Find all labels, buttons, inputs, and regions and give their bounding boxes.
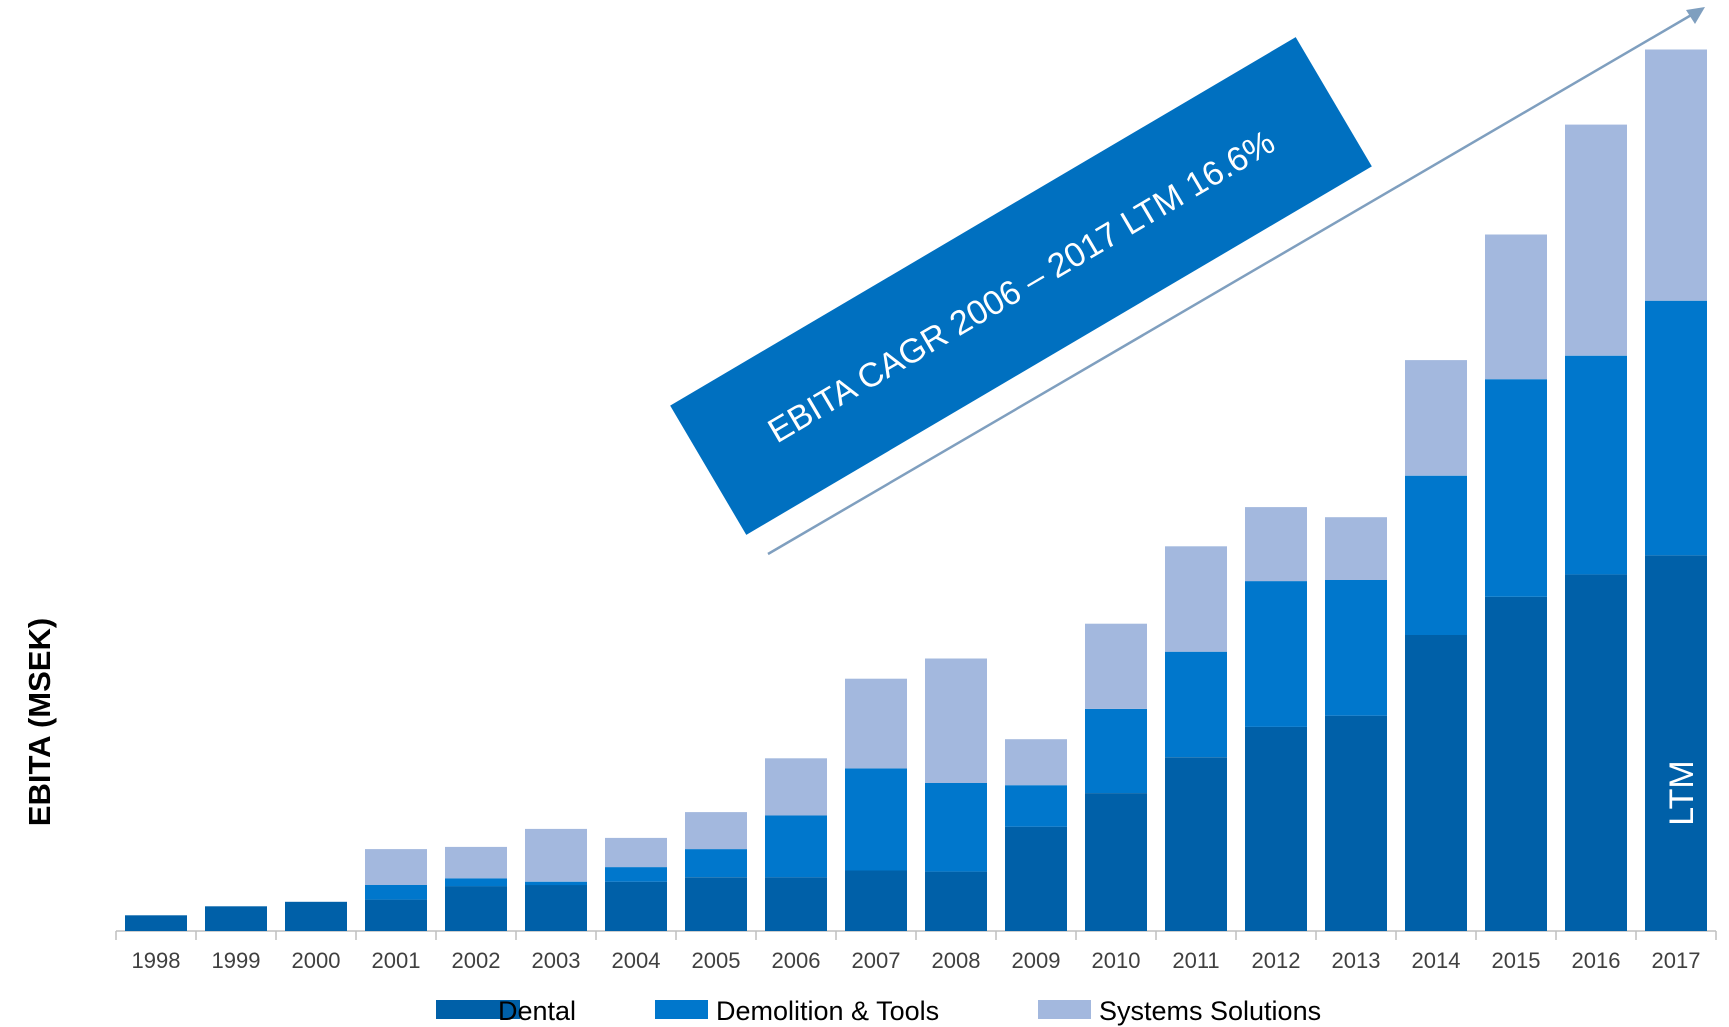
bar-systems-solutions-2013 [1325, 517, 1387, 580]
bar-dental-2009 [1005, 826, 1067, 931]
bar-demolition-tools-2015 [1485, 379, 1547, 597]
x-tick-label-2005: 2005 [692, 948, 741, 973]
bar-dental-2015 [1485, 596, 1547, 931]
bar-systems-solutions-2014 [1405, 360, 1467, 476]
bar-demolition-tools-2013 [1325, 580, 1387, 716]
bar-systems-solutions-2004 [605, 837, 667, 868]
bar-systems-solutions-2003 [525, 828, 587, 882]
bar-dental-2013 [1325, 715, 1387, 931]
bar-systems-solutions-2016 [1565, 124, 1627, 356]
bar-demolition-tools-2003 [525, 881, 587, 886]
x-tick-label-2009: 2009 [1012, 948, 1061, 973]
bar-dental-2012 [1245, 726, 1307, 931]
bar-demolition-tools-2016 [1565, 355, 1627, 575]
legend: Dental Demolition & Tools Systems Soluti… [436, 996, 1321, 1026]
x-tick-label-2015: 2015 [1492, 948, 1541, 973]
bar-systems-solutions-2005 [685, 812, 747, 850]
cagr-banner: EBITA CAGR 2006 – 2017 LTM 16.6% [670, 37, 1372, 535]
bar-demolition-tools-2006 [765, 815, 827, 878]
bar-demolition-tools-2004 [605, 867, 667, 882]
x-tick-label-2012: 2012 [1252, 948, 1301, 973]
bar-dental-1998 [125, 915, 187, 931]
bar-dental-1999 [205, 906, 267, 931]
x-tick-label-2003: 2003 [532, 948, 581, 973]
bar-systems-solutions-2011 [1165, 546, 1227, 652]
bar-systems-solutions-2002 [445, 846, 507, 879]
bar-demolition-tools-2008 [925, 783, 987, 872]
bar-demolition-tools-2017 [1645, 300, 1707, 556]
x-tick-label-2010: 2010 [1092, 948, 1141, 973]
bar-demolition-tools-2010 [1085, 708, 1147, 793]
bar-systems-solutions-2001 [365, 849, 427, 885]
x-tick-label-2001: 2001 [372, 948, 421, 973]
bar-demolition-tools-2014 [1405, 475, 1467, 635]
bars-group [125, 49, 1707, 931]
bar-dental-2003 [525, 885, 587, 931]
bar-dental-2010 [1085, 793, 1147, 931]
x-tick-label-2014: 2014 [1412, 948, 1461, 973]
x-tick-label-2006: 2006 [772, 948, 821, 973]
bar-dental-2006 [765, 877, 827, 931]
bar-systems-solutions-2006 [765, 758, 827, 816]
bar-dental-2007 [845, 870, 907, 931]
x-tick-marks [115, 931, 1717, 940]
bar-demolition-tools-2012 [1245, 581, 1307, 727]
ltm-label: LTM [1663, 760, 1701, 825]
x-tick-label-2007: 2007 [852, 948, 901, 973]
bar-dental-2000 [285, 901, 347, 931]
cagr-banner-box [670, 37, 1372, 535]
y-axis-label: EBITA (MSEK) [22, 618, 57, 826]
x-tick-label-1999: 1999 [212, 948, 261, 973]
bar-systems-solutions-2017 [1645, 49, 1707, 301]
legend-label-demolition-tools: Demolition & Tools [716, 996, 939, 1026]
bar-dental-2008 [925, 871, 987, 931]
legend-label-dental: Dental [498, 996, 576, 1026]
bar-systems-solutions-2015 [1485, 234, 1547, 380]
bar-systems-solutions-2007 [845, 678, 907, 769]
bar-dental-2017 [1645, 555, 1707, 931]
legend-swatch-demolition-tools [655, 1000, 708, 1019]
x-tick-label-2017: 2017 [1652, 948, 1701, 973]
bar-dental-2014 [1405, 634, 1467, 931]
x-tick-label-2013: 2013 [1332, 948, 1381, 973]
bar-dental-2016 [1565, 574, 1627, 931]
growth-arrow-head [1686, 7, 1705, 24]
bar-demolition-tools-2002 [445, 878, 507, 887]
bar-dental-2001 [365, 899, 427, 931]
bar-demolition-tools-2011 [1165, 651, 1227, 758]
bar-dental-2002 [445, 886, 507, 931]
bar-systems-solutions-2008 [925, 658, 987, 783]
x-tick-label-2004: 2004 [612, 948, 661, 973]
x-tick-labels: 1998 1999 2000 2001 2002 2003 2004 2005 2006 2007… [132, 948, 1701, 973]
bar-demolition-tools-2007 [845, 768, 907, 871]
x-tick-label-2008: 2008 [932, 948, 981, 973]
growth-arrow-line [767, 12, 1694, 556]
legend-swatch-systems-solutions [1038, 1000, 1091, 1019]
bar-demolition-tools-2001 [365, 885, 427, 900]
bar-demolition-tools-2005 [685, 849, 747, 878]
x-tick-label-2002: 2002 [452, 948, 501, 973]
bar-systems-solutions-2009 [1005, 739, 1067, 786]
bar-systems-solutions-2010 [1085, 623, 1147, 709]
legend-label-systems-solutions: Systems Solutions [1099, 996, 1321, 1026]
bar-demolition-tools-2009 [1005, 785, 1067, 827]
bar-dental-2004 [605, 881, 667, 931]
bar-dental-2011 [1165, 757, 1227, 931]
bar-dental-2005 [685, 877, 747, 931]
cagr-banner-text: EBITA CAGR 2006 – 2017 LTM 16.6% [762, 123, 1282, 451]
legend-swatch-dental [436, 1000, 520, 1019]
bar-systems-solutions-2012 [1245, 507, 1307, 582]
x-tick-label-1998: 1998 [132, 948, 181, 973]
x-tick-label-2000: 2000 [292, 948, 341, 973]
x-tick-label-2016: 2016 [1572, 948, 1621, 973]
x-tick-label-2011: 2011 [1172, 948, 1219, 973]
